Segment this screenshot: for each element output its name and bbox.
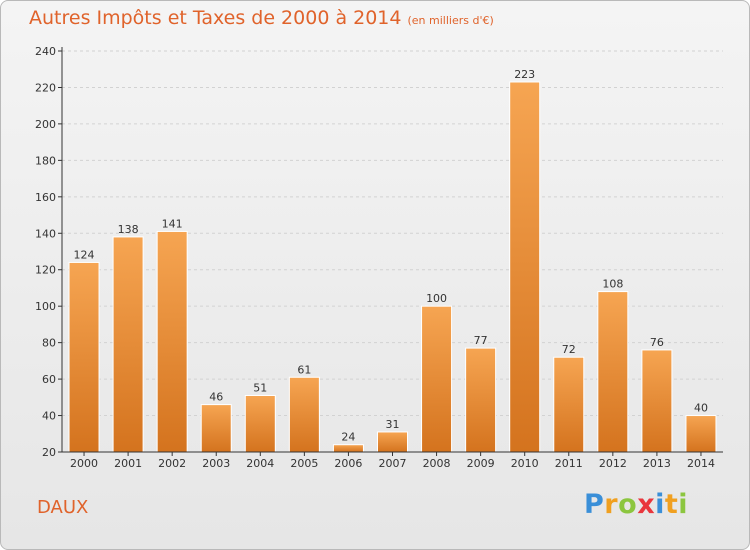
y-tick-label: 160 [35,191,56,204]
bar-2011 [553,356,585,453]
logo-letter: r [604,489,619,520]
bar-2007 [377,431,408,453]
bar-2001 [112,236,144,453]
chart-title: Autres Impôts et Taxes de 2000 à 2014 (en… [29,7,494,29]
x-tick-label: 2000 [70,457,98,470]
y-tick-label: 240 [35,45,56,58]
value-label: 51 [253,381,267,394]
y-tick-label: 200 [35,118,56,131]
x-tick-label: 2008 [423,457,451,470]
value-label: 46 [209,391,223,404]
logo-letter: i [678,489,689,520]
bar-2012 [597,291,629,453]
value-label: 100 [426,292,447,305]
x-tick-label: 2005 [290,457,318,470]
bar-layer: 124 138 141 46 51 61 24 31 100 77 223 72 108 76 40 [68,68,717,453]
place-name: DAUX [37,497,89,518]
value-label: 31 [386,418,400,431]
logo-letter: x [637,489,656,520]
logo-letter: t [664,489,679,520]
value-label: 141 [162,217,183,230]
x-tick-label: 2004 [246,457,274,470]
chart-title-text: Autres Impôts et Taxes de 2000 à 2014 [29,7,402,29]
y-tick-label: 180 [35,154,56,167]
x-tick-label: 2002 [158,457,186,470]
value-label: 40 [694,402,708,415]
chart-subtitle: (en milliers d'€) [407,14,494,27]
logo-letter: o [618,489,638,520]
x-tick-label: 2003 [202,457,230,470]
x-tick-label: 2009 [467,457,495,470]
value-label: 223 [514,68,535,81]
value-label: 124 [74,248,95,261]
value-label: 76 [650,336,664,349]
x-tick-label: 2007 [379,457,407,470]
x-tick-label: 2012 [599,457,627,470]
x-tick-label: 2013 [643,457,671,470]
bar-2000 [68,261,100,453]
bar-2010 [509,81,541,453]
value-label: 77 [474,334,488,347]
x-tick-label: 2006 [334,457,362,470]
value-label: 138 [118,223,139,236]
bar-2006 [332,444,364,453]
x-tick-label: 2014 [687,457,715,470]
proxiti-logo: Proxiti [584,489,688,520]
y-tick-label: 80 [42,337,56,350]
bar-2009 [465,347,497,453]
y-tick-label: 20 [42,446,56,459]
value-label: 61 [297,363,311,376]
y-tick-label: 100 [35,300,56,313]
y-tick-label: 140 [35,227,56,240]
x-tick-label: 2001 [114,457,142,470]
bar-2004 [244,394,276,453]
bar-2014 [685,415,717,453]
x-tick-label: 2011 [555,457,583,470]
bar-2005 [288,376,320,453]
y-tick-label: 120 [35,264,56,277]
y-tick-label: 220 [35,81,56,94]
y-tick-label: 40 [42,410,56,423]
value-label: 24 [341,431,355,444]
bar-2013 [641,349,673,453]
logo-letter: P [584,489,605,520]
bar-2003 [200,404,232,453]
value-label: 108 [602,278,623,291]
x-tick-label: 2010 [511,457,539,470]
y-tick-label: 60 [42,373,56,386]
value-label: 72 [562,343,576,356]
logo-letter: i [655,489,665,520]
bar-2008 [421,305,453,453]
axis-layer: 20 40 60 80 100 120 140 160 180 200 220 240 2000 2001… [35,45,723,470]
bar-2002 [156,230,188,453]
